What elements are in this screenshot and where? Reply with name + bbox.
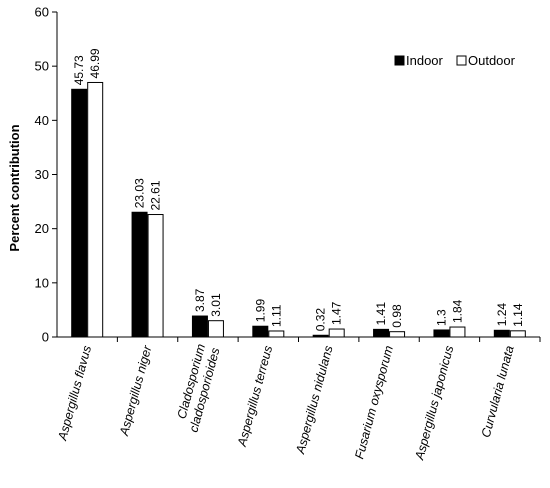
y-tick-label: 10 [35,275,49,290]
bar-outdoor [87,81,104,338]
y-tick-label: 0 [42,330,49,345]
y-tick-label: 60 [35,5,49,20]
bar-outdoor [328,328,345,338]
y-axis-label: Percent contribution [7,124,22,251]
legend-label: Outdoor [468,53,516,68]
category-label: Curvularia lunata [479,344,517,439]
y-tick-label: 40 [35,113,49,128]
bar-indoor [373,328,390,338]
bar-outdoor [449,326,466,338]
bar-indoor [312,334,329,338]
category-label: Aspergillus terreus [235,344,276,449]
bar-indoor [433,329,450,338]
data-label-indoor: 1.3 [434,309,448,326]
y-tick-label: 20 [35,221,49,236]
legend-item-outdoor: Outdoor [456,53,516,68]
bar-outdoor [389,331,406,338]
bar-outdoor [509,330,526,338]
data-label-indoor: 1.41 [374,302,388,326]
legend-swatch [456,55,467,66]
category-label: Aspergillus niger [117,343,155,438]
category-label: Aspergillus japonicus [412,344,456,462]
bar-outdoor [207,320,224,338]
data-label-outdoor: 0.98 [390,304,404,328]
data-label-outdoor: 3.01 [209,293,223,317]
data-label-indoor: 1.99 [253,299,267,323]
data-label-outdoor: 1.84 [450,299,464,323]
legend-swatch [394,55,405,66]
data-label-outdoor: 1.47 [330,301,344,325]
data-label-outdoor: 22.61 [149,180,163,210]
data-label-indoor: 45.73 [72,55,86,85]
category-label: Cladosporiumcladosporioides [172,342,222,433]
bar-indoor [191,315,208,338]
bar-indoor [252,325,269,338]
data-label-outdoor: 1.14 [511,303,525,327]
data-label-indoor: 23.03 [133,178,147,208]
category-label: Fusarium oxysporum [352,344,396,460]
bar-outdoor [147,214,164,338]
data-label-indoor: 1.24 [495,303,509,327]
bars [71,81,526,338]
data-label-indoor: 3.87 [193,288,207,312]
legend-item-indoor: Indoor [394,53,444,68]
y-tick-label: 30 [35,167,49,182]
bar-indoor [131,211,148,338]
bar-indoor [71,88,88,338]
data-labels: 45.73 46.99 23.03 22.61 3.87 3.01 1.99 1.11 0.32… [72,48,525,331]
bar-indoor [493,329,510,338]
legend-label: Indoor [406,53,444,68]
bar-outdoor [268,330,285,338]
data-label-outdoor: 1.11 [269,304,283,327]
y-tick-label: 50 [35,59,49,74]
legend: Indoor Outdoor [394,53,516,68]
category-label: Aspergillus nidulans [293,344,336,456]
data-label-outdoor: 46.99 [88,48,102,78]
data-label-indoor: 0.32 [314,308,328,332]
category-label: Aspergillus flavus [55,344,94,443]
category-labels: Aspergillus flavus Aspergillus niger Clado… [55,342,517,462]
